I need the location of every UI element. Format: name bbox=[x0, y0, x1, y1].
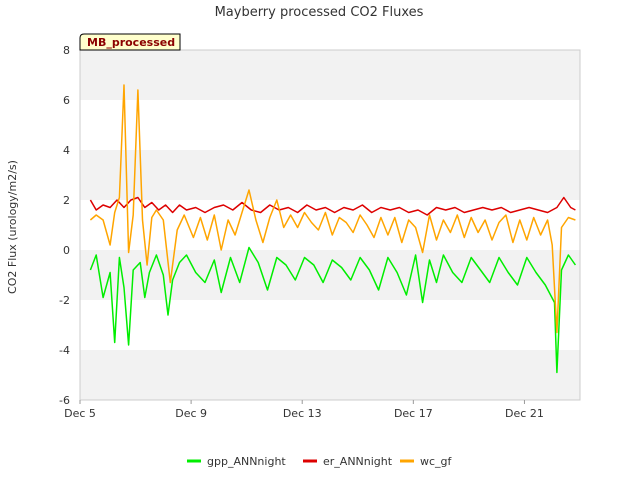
y-tick-label: 8 bbox=[63, 44, 70, 57]
x-tick-label: Dec 5 bbox=[64, 407, 96, 420]
y-tick-label: -6 bbox=[59, 394, 70, 407]
legend: gpp_ANNnight er_ANNnight wc_gf bbox=[187, 455, 453, 468]
badge-label: MB_processed bbox=[87, 36, 175, 49]
chart-title: Mayberry processed CO2 Fluxes bbox=[215, 5, 424, 20]
mb-processed-badge: MB_processed bbox=[79, 33, 181, 51]
grid-band bbox=[80, 100, 580, 150]
grid-band bbox=[80, 50, 580, 100]
y-tick-label: 0 bbox=[63, 244, 70, 257]
grid-band bbox=[80, 150, 580, 200]
x-tick-label: Dec 13 bbox=[283, 407, 322, 420]
series-lines bbox=[89, 84, 577, 374]
legend-label-er_ANNnight: er_ANNnight bbox=[323, 455, 393, 468]
series-line-gpp_ANNnight bbox=[89, 246, 577, 374]
legend-label-wc_gf: wc_gf bbox=[420, 455, 453, 468]
y-tick-label: 6 bbox=[63, 94, 70, 107]
y-axis-ticks: -6 -4 -2 0 2 4 6 8 bbox=[59, 44, 70, 407]
y-tick-label: -4 bbox=[59, 344, 70, 357]
x-tick-label: Dec 21 bbox=[505, 407, 544, 420]
y-axis-label: CO2 Flux (urology/m2/s) bbox=[6, 160, 19, 294]
x-tick-label: Dec 17 bbox=[394, 407, 433, 420]
series-line-er_ANNnight bbox=[89, 196, 576, 216]
grid-band bbox=[80, 350, 580, 400]
x-axis-ticks: Dec 5 Dec 9 Dec 13 Dec 17 Dec 21 bbox=[64, 400, 544, 420]
plot-frame bbox=[79, 49, 581, 401]
x-tick-label: Dec 9 bbox=[175, 407, 207, 420]
y-tick-label: -2 bbox=[59, 294, 70, 307]
grid-band bbox=[80, 300, 580, 350]
y-tick-label: 4 bbox=[63, 144, 70, 157]
legend-label-gpp_ANNnight: gpp_ANNnight bbox=[207, 455, 286, 468]
y-tick-label: 2 bbox=[63, 194, 70, 207]
series-line-wc_gf bbox=[89, 84, 576, 334]
